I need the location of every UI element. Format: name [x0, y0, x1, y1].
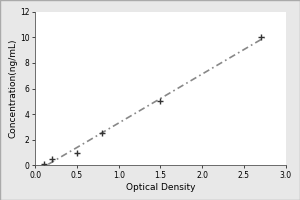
- X-axis label: Optical Density: Optical Density: [126, 183, 195, 192]
- Y-axis label: Concentration(ng/mL): Concentration(ng/mL): [8, 39, 17, 138]
